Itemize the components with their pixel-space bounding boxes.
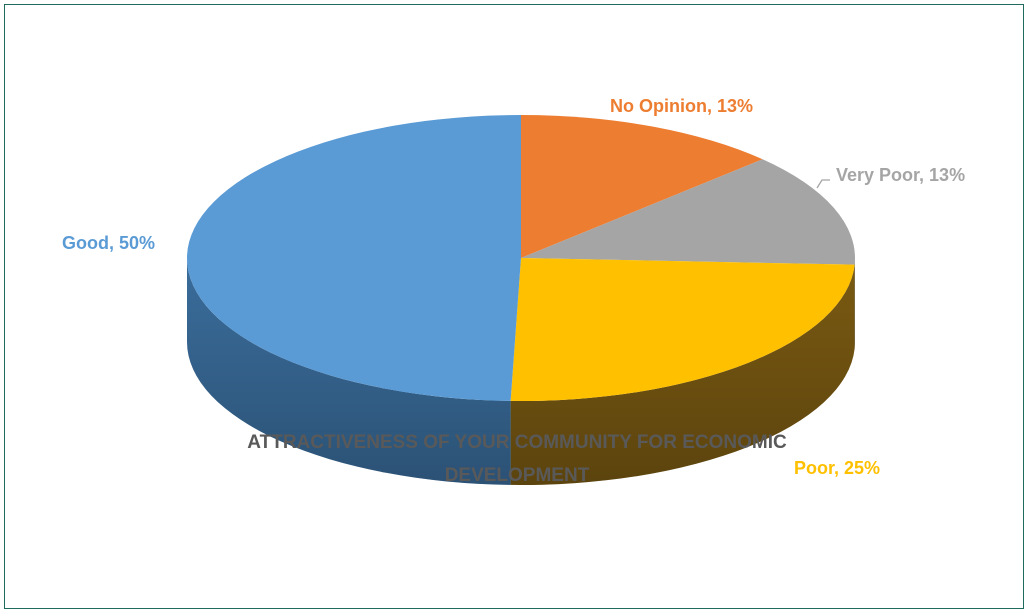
- pie-slice-no-opinion: [521, 115, 763, 258]
- leader-line-very-poor: [816, 179, 830, 189]
- pie-side-shade-good: [187, 258, 511, 485]
- slice-labels: No Opinion, 13% Very Poor, 13% Poor, 25% Go…: [62, 96, 965, 478]
- data-label-very-poor: Very Poor, 13%: [836, 165, 965, 185]
- chart-title-line-1: ATTRACTIVENESS OF YOUR COMMUNITY FOR ECO…: [247, 432, 787, 453]
- pie-side-shade-poor: [510, 264, 855, 485]
- data-label-good: Good, 50%: [62, 233, 155, 253]
- pie-slice-poor: [510, 258, 855, 401]
- pie-slice-very-poor: [521, 159, 855, 265]
- chart-title-line-2: DEVELOPMENT: [445, 465, 590, 486]
- pie-tops: [187, 115, 855, 401]
- pie-slice-good: [187, 115, 521, 401]
- data-label-poor: Poor, 25%: [794, 458, 880, 478]
- data-label-no-opinion: No Opinion, 13%: [610, 96, 753, 116]
- pie-sides: [187, 258, 855, 485]
